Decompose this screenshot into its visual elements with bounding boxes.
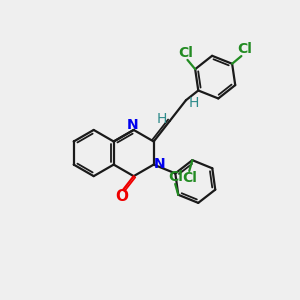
Text: H: H — [156, 112, 167, 126]
Text: Cl: Cl — [183, 171, 197, 185]
Text: N: N — [126, 118, 138, 132]
Text: Cl: Cl — [178, 46, 194, 60]
Text: Cl: Cl — [237, 42, 252, 56]
Text: H: H — [188, 95, 199, 110]
Text: N: N — [153, 157, 165, 171]
Text: Cl: Cl — [169, 170, 183, 184]
Text: O: O — [115, 189, 128, 204]
